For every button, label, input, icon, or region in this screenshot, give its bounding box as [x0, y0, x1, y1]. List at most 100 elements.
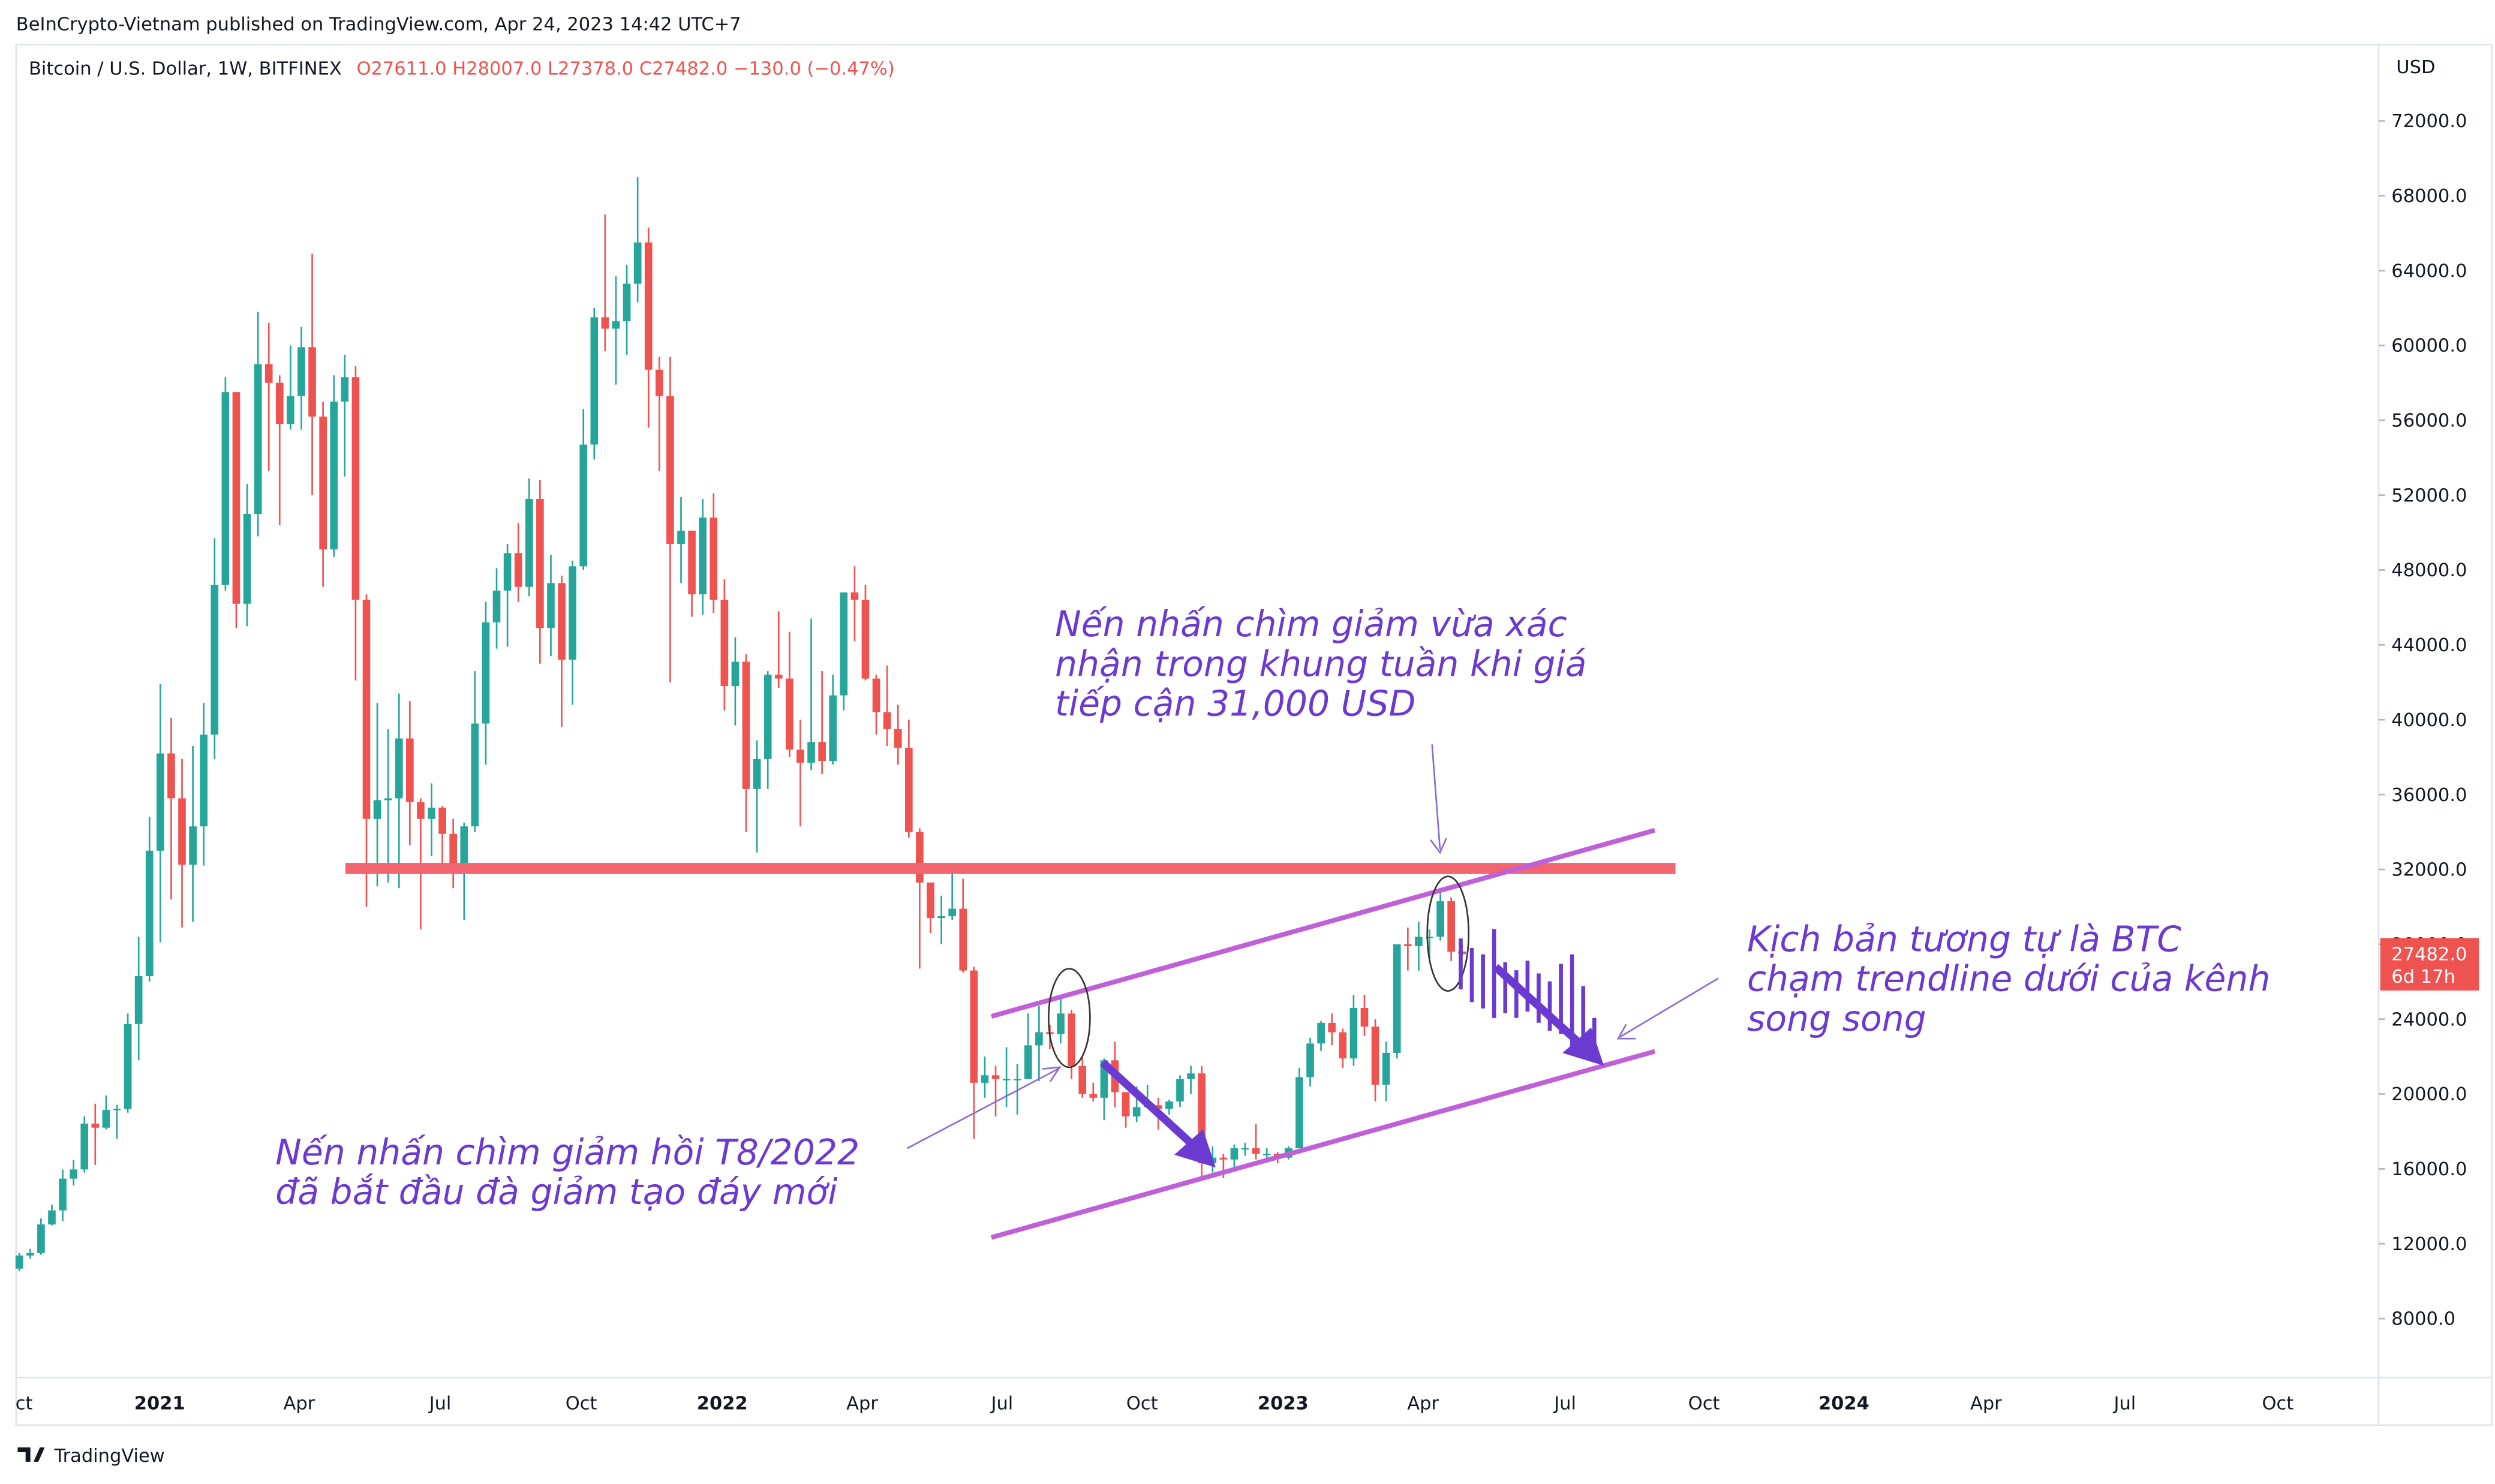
- annotation: chạm trendline dưới của kênh: [1747, 959, 2270, 1000]
- candle-body: [937, 916, 945, 919]
- candle-body: [656, 369, 663, 396]
- candle-body: [1013, 1079, 1021, 1080]
- candle-body: [1187, 1073, 1195, 1079]
- x-tick-label: Jul: [428, 1393, 452, 1414]
- y-tick-label: 64000.0: [2391, 261, 2467, 282]
- candle-body: [644, 242, 653, 370]
- pointer: [1431, 744, 1441, 850]
- candle-body: [341, 377, 349, 402]
- x-tick-label: Jul: [2112, 1393, 2136, 1414]
- candle-body: [547, 583, 555, 628]
- candle-body: [189, 826, 197, 865]
- candle-body: [753, 758, 761, 789]
- candle-body: [904, 748, 913, 832]
- candle-body: [330, 401, 338, 550]
- candle-body: [1436, 901, 1444, 937]
- candle-body: [1057, 1013, 1065, 1034]
- candle-body: [503, 553, 512, 591]
- candle-body: [91, 1123, 100, 1128]
- candle-body: [200, 735, 208, 827]
- last-price-tag: [2380, 938, 2479, 991]
- logo-icon: [17, 1447, 45, 1462]
- candle-body: [981, 1075, 989, 1083]
- candle-body: [818, 742, 826, 761]
- y-tick-label: 44000.0: [2391, 635, 2467, 656]
- candle-body: [351, 377, 360, 600]
- highlight-ellipse: [1048, 968, 1091, 1068]
- x-tick-label: Apr: [283, 1393, 315, 1414]
- drawings: [345, 744, 1719, 1240]
- y-tick-label: 72000.0: [2391, 111, 2467, 132]
- candle-body: [243, 514, 251, 604]
- x-tick-label: 2021: [134, 1393, 185, 1414]
- y-tick-label: 60000.0: [2391, 336, 2467, 357]
- frame: [15, 43, 2493, 1426]
- candles: [15, 177, 1466, 1272]
- footer-brand: TradingView: [53, 1446, 164, 1467]
- candle-body: [275, 383, 284, 425]
- x-tick-label: 2023: [1258, 1393, 1309, 1414]
- candle-body: [167, 753, 175, 799]
- candle-body: [666, 396, 674, 544]
- candle-body: [720, 600, 729, 687]
- candle-body: [579, 444, 588, 567]
- candle-body: [482, 622, 490, 724]
- pointer: [1619, 977, 1719, 1038]
- projected-bars: [1459, 929, 1597, 1063]
- candle-body: [460, 826, 468, 874]
- y-tick-label: 20000.0: [2391, 1084, 2467, 1105]
- candle-body: [428, 808, 435, 819]
- candle-body: [569, 566, 576, 660]
- candle-body: [1426, 937, 1433, 938]
- candle-body: [763, 675, 772, 759]
- annotation: Nến nhấn chìm giảm hồi T8/2022: [275, 1132, 859, 1173]
- candle-body: [558, 583, 566, 660]
- x-tick-label: Apr: [846, 1393, 878, 1414]
- candle-body: [731, 661, 740, 687]
- y-tick-label: 52000.0: [2391, 485, 2467, 506]
- candle-body: [264, 364, 273, 383]
- x-tick-label: Apr: [1970, 1393, 2002, 1414]
- x-tick-label: 2022: [697, 1393, 748, 1414]
- candle-body: [1371, 1027, 1379, 1085]
- candle-body: [1035, 1032, 1043, 1046]
- y-tick-label: 48000.0: [2391, 560, 2467, 581]
- y-tick-label: 8000.0: [2391, 1309, 2455, 1330]
- candle-body: [124, 1024, 132, 1109]
- candle-body: [1339, 1032, 1347, 1059]
- arrow: [1100, 1059, 1200, 1152]
- candle-body: [417, 802, 425, 819]
- candle-body: [633, 242, 642, 284]
- y-tick-label: 12000.0: [2391, 1234, 2467, 1255]
- candle-body: [1328, 1022, 1336, 1033]
- candle-body: [829, 695, 837, 761]
- candle-body: [1447, 901, 1456, 952]
- candle-body: [1349, 1007, 1358, 1059]
- candle-body: [15, 1255, 23, 1269]
- candle-body: [970, 970, 978, 1083]
- candle-body: [883, 712, 891, 729]
- countdown-label: 6d 17h: [2391, 967, 2455, 988]
- candle-body: [840, 592, 848, 696]
- candle-body: [514, 553, 522, 587]
- x-tick-label: ct: [16, 1393, 33, 1414]
- y-tick-label: 56000.0: [2391, 411, 2467, 432]
- y-tick-label: 24000.0: [2391, 1009, 2467, 1030]
- candle-body: [959, 908, 967, 971]
- x-tick-label: 2024: [1818, 1393, 1869, 1414]
- x-tick-label: Oct: [1126, 1393, 1158, 1414]
- x-tick-label: Oct: [1688, 1393, 1720, 1414]
- channel-lower: [990, 1049, 1656, 1240]
- candle-body: [1306, 1043, 1314, 1077]
- annotation: nhận trong khung tuần khi giá: [1055, 643, 1587, 684]
- candle-body: [894, 729, 902, 748]
- candle-body: [601, 317, 609, 329]
- candle-body: [471, 723, 479, 827]
- x-tick-label: Oct: [2262, 1393, 2294, 1414]
- candle-body: [991, 1075, 1000, 1079]
- candle-body: [1295, 1077, 1303, 1149]
- arrow-head: [1174, 1129, 1216, 1168]
- candle-body: [536, 499, 544, 628]
- candle-body: [319, 416, 327, 550]
